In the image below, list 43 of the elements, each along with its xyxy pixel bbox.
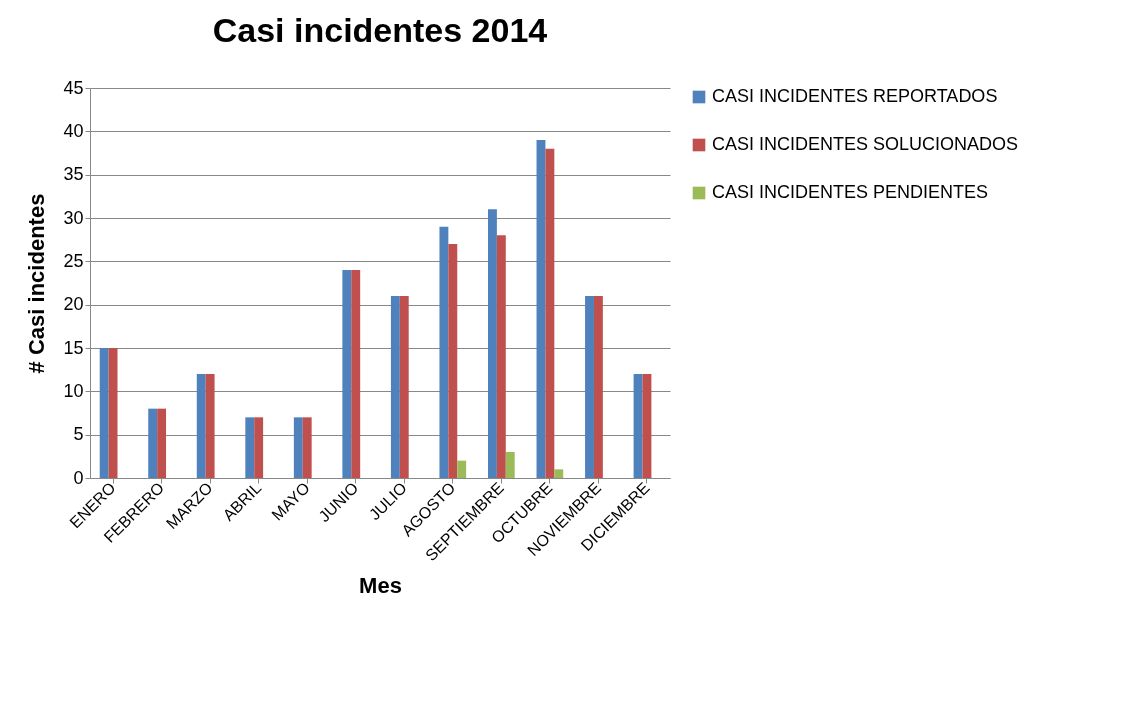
chart-title: Casi incidentes 2014 xyxy=(212,11,548,49)
bar xyxy=(205,374,215,478)
bar xyxy=(545,148,555,478)
bar xyxy=(351,270,361,478)
bar xyxy=(642,374,652,478)
bar xyxy=(496,235,506,478)
bar xyxy=(293,417,303,478)
y-tick-label: 5 xyxy=(73,424,84,445)
bar xyxy=(399,296,409,478)
y-tick-label: 0 xyxy=(73,467,84,488)
x-axis-title: Mes xyxy=(359,573,402,599)
bar xyxy=(633,374,643,478)
y-tick-label: 45 xyxy=(63,77,84,98)
bar xyxy=(593,296,603,478)
bar xyxy=(487,209,497,478)
bar xyxy=(390,296,400,478)
bar xyxy=(245,417,255,478)
bar xyxy=(254,417,264,478)
y-tick-label: 10 xyxy=(63,380,84,401)
bar xyxy=(196,374,206,478)
legend-label: CASI INCIDENTES PENDIENTES xyxy=(712,182,989,202)
bar xyxy=(536,140,546,478)
bar xyxy=(157,408,167,478)
y-tick-label: 35 xyxy=(63,164,84,185)
y-tick-label: 15 xyxy=(63,337,84,358)
bar xyxy=(99,348,109,478)
legend-label: CASI INCIDENTES SOLUCIONADOS xyxy=(712,134,1019,154)
y-tick-label: 40 xyxy=(63,120,84,141)
bar xyxy=(448,244,458,478)
bar xyxy=(302,417,312,478)
y-tick-label: 25 xyxy=(63,250,84,271)
y-tick-label: 20 xyxy=(63,294,84,315)
legend-label: CASI INCIDENTES REPORTADOS xyxy=(712,86,998,106)
bar xyxy=(585,296,594,478)
y-axis-title: # Casi incidentes xyxy=(24,193,50,374)
bar xyxy=(457,460,467,478)
bar xyxy=(148,408,158,478)
bar xyxy=(108,348,118,478)
y-tick-label: 30 xyxy=(63,207,84,228)
bar xyxy=(342,270,352,478)
bar xyxy=(554,469,564,478)
bar xyxy=(505,452,515,478)
bar xyxy=(439,226,449,478)
